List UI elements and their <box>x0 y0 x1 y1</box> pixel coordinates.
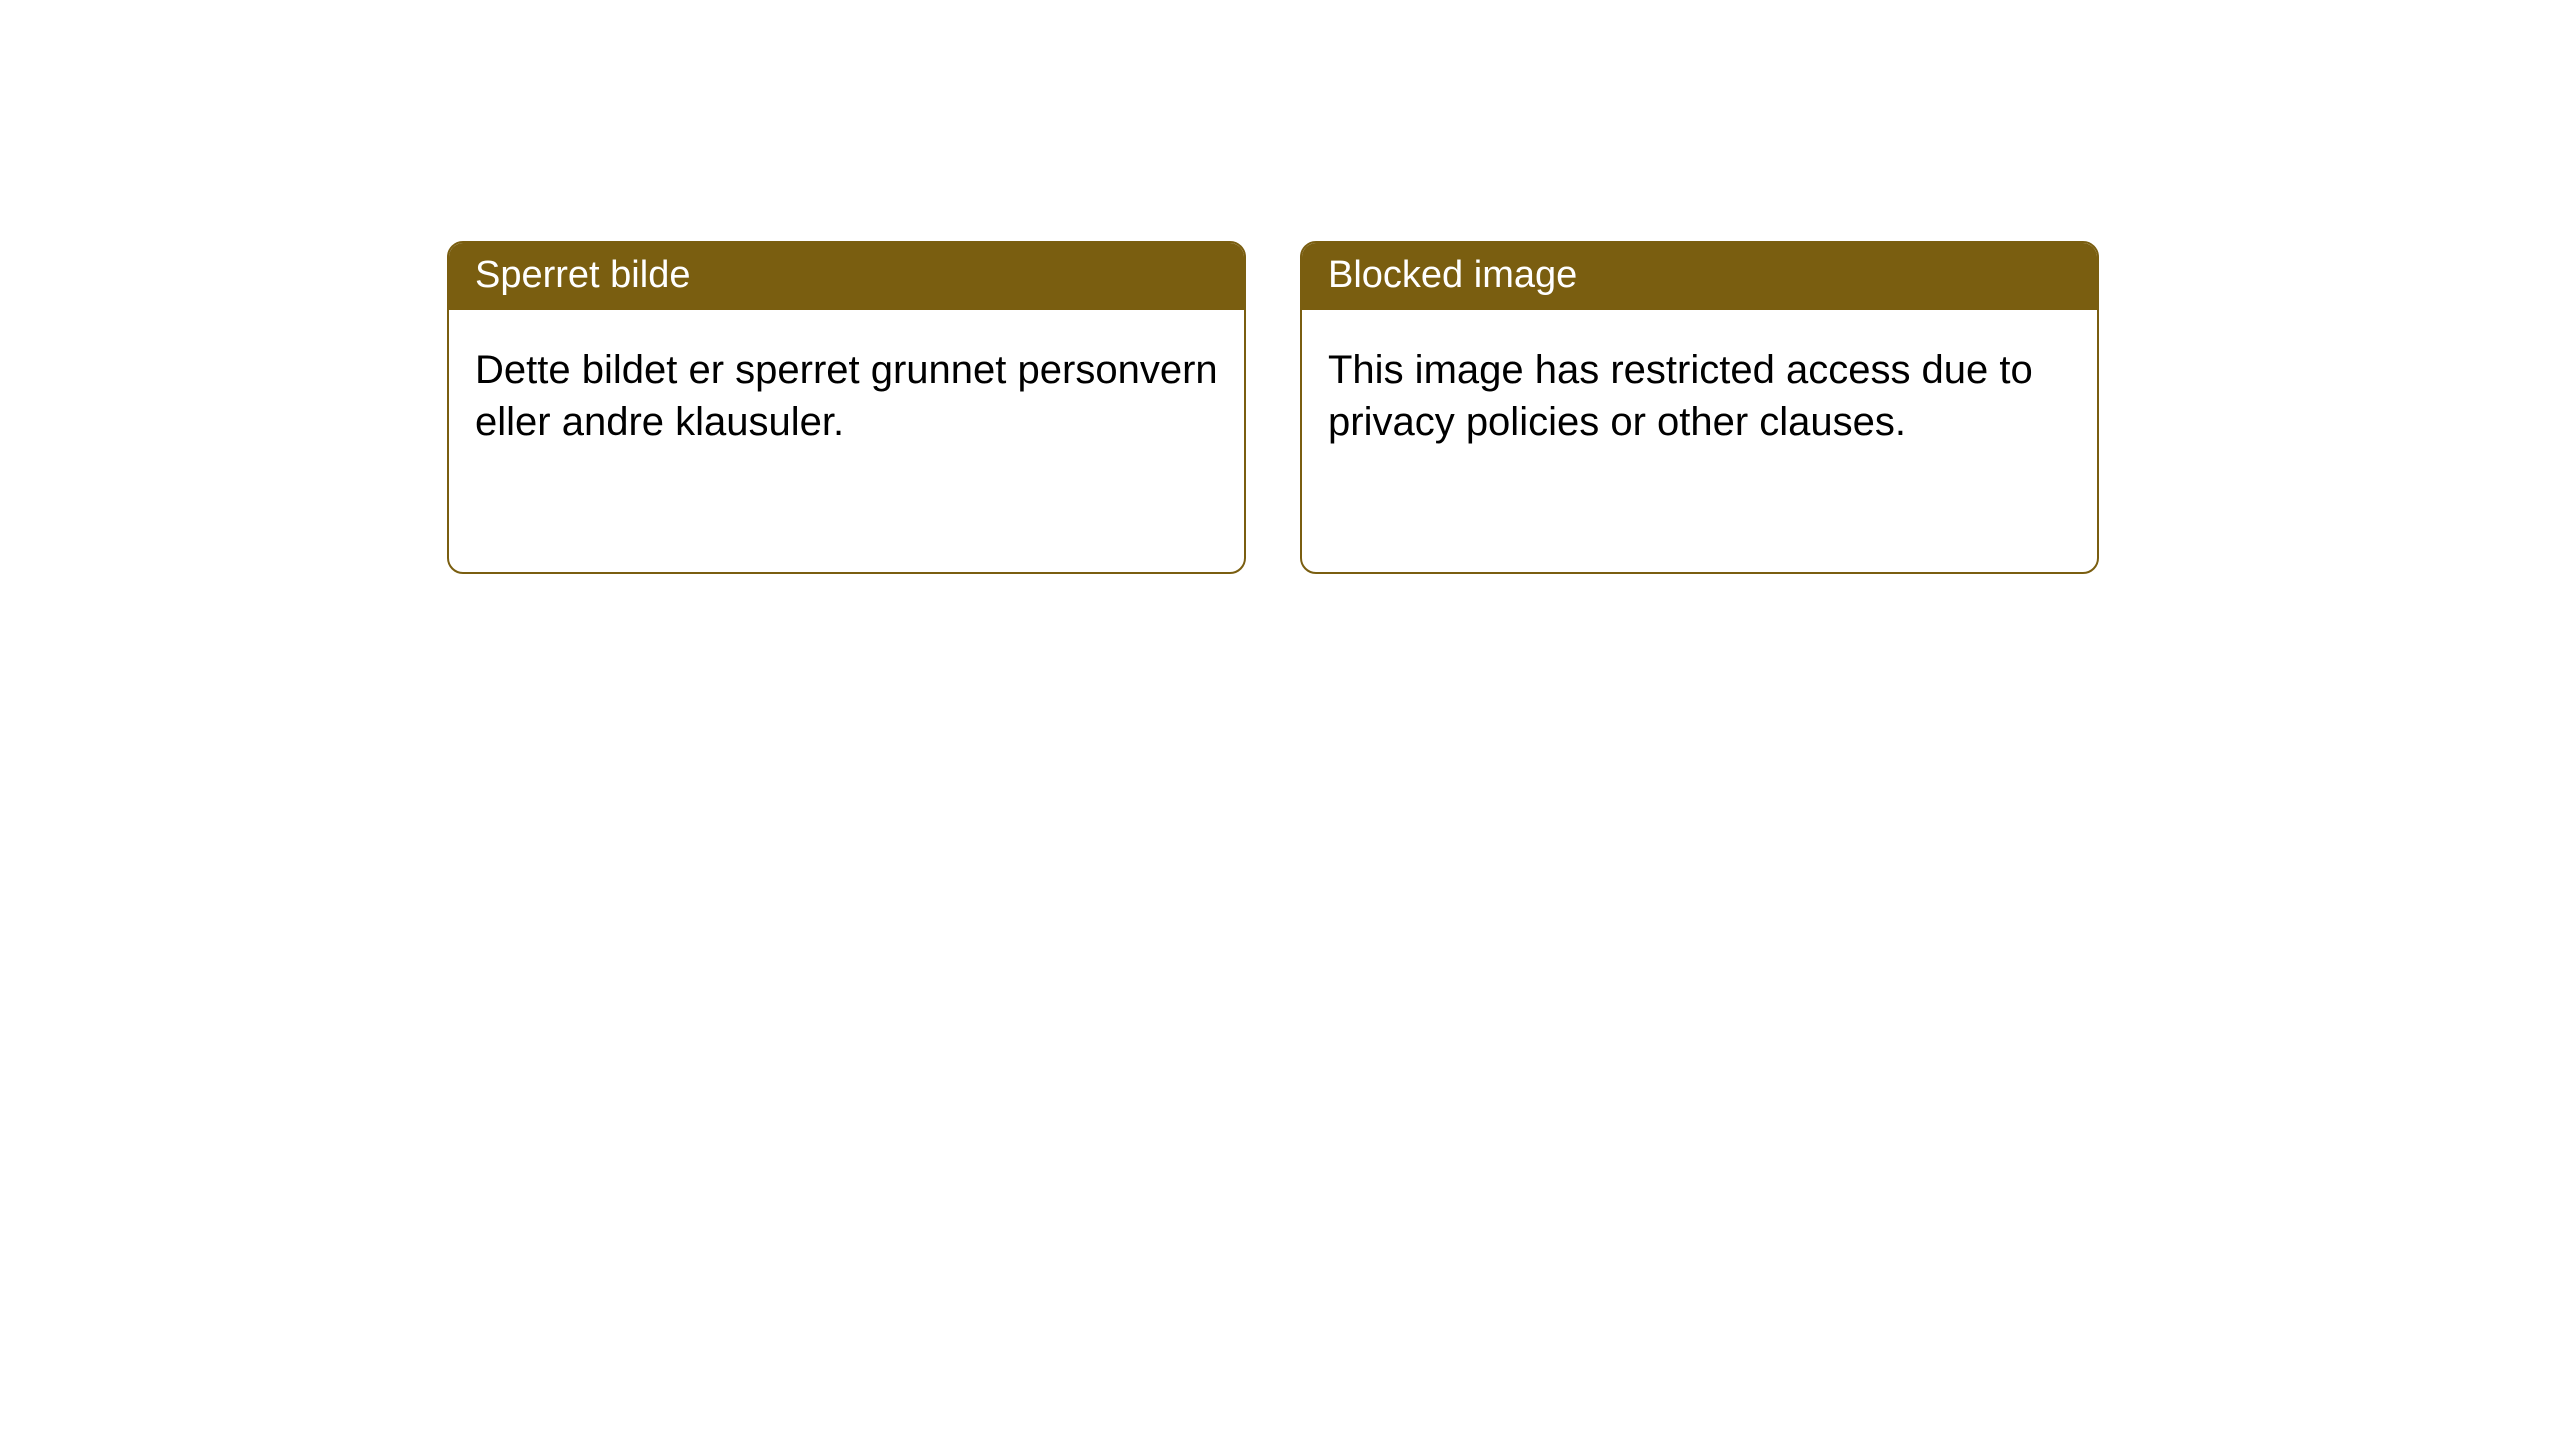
card-title: Sperret bilde <box>475 254 690 296</box>
cards-container: Sperret bilde Dette bildet er sperret gr… <box>0 0 2560 574</box>
card-header: Blocked image <box>1302 243 2097 310</box>
card-body-text: This image has restricted access due to … <box>1328 348 2033 444</box>
card-title: Blocked image <box>1328 254 1577 296</box>
card-body-text: Dette bildet er sperret grunnet personve… <box>475 348 1218 444</box>
blocked-image-card-en: Blocked image This image has restricted … <box>1300 241 2099 574</box>
card-header: Sperret bilde <box>449 243 1244 310</box>
card-body: This image has restricted access due to … <box>1302 310 2097 474</box>
blocked-image-card-no: Sperret bilde Dette bildet er sperret gr… <box>447 241 1246 574</box>
card-body: Dette bildet er sperret grunnet personve… <box>449 310 1244 474</box>
